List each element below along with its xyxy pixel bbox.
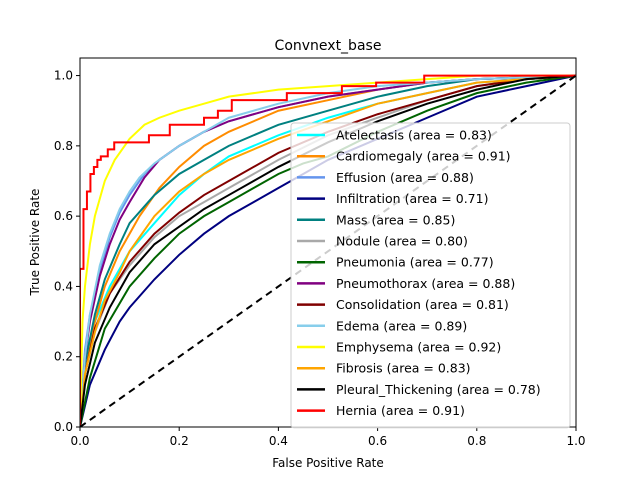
chart-title: Convnext_base [275,38,382,54]
roc-curve-3 [80,74,576,427]
y-tick-label: 0.0 [54,420,73,434]
legend-entry-12: Pleural_Thickening (area = 0.78) [336,382,541,397]
x-axis: 0.0 0.2 0.4 0.6 0.8 1.0 [70,427,586,448]
legend-entry-0: Atelectasis (area = 0.83) [336,128,492,143]
roc-curve-12 [80,74,576,427]
y-tick-label: 0.8 [54,139,73,153]
roc-curve-6 [80,74,576,427]
legend-entry-8: Consolidation (area = 0.81) [336,297,509,312]
roc-curve-4 [80,74,576,427]
y-tick-label: 0.6 [54,209,73,223]
x-axis-label: False Positive Rate [272,456,384,470]
legend-box [290,122,571,429]
legend: Atelectasis (area = 0.83) Cardiomegaly (a… [290,122,571,429]
legend-entry-1: Cardiomegaly (area = 0.91) [336,149,511,164]
x-tick-label: 0.6 [368,434,387,448]
roc-curve-9 [80,74,576,427]
legend-entry-9: Edema (area = 0.89) [336,318,467,333]
x-tick-label: 0.0 [70,434,89,448]
legend-entry-3: Infiltration (area = 0.71) [336,191,488,206]
x-tick-label: 0.8 [467,434,486,448]
legend-entry-11: Fibrosis (area = 0.83) [336,361,471,376]
y-axis-label: True Positive Rate [28,189,42,297]
y-tick-label: 1.0 [54,69,73,83]
legend-entry-5: Nodule (area = 0.80) [336,234,468,249]
x-tick-label: 0.2 [170,434,189,448]
legend-entry-7: Pneumothorax (area = 0.88) [336,276,515,291]
y-axis: 0.0 0.2 0.4 0.6 0.8 1.0 [54,69,80,434]
y-tick-label: 0.2 [54,350,73,364]
roc-curve-11 [80,74,576,427]
legend-entry-4: Mass (area = 0.85) [336,212,455,227]
x-tick-label: 1.0 [566,434,585,448]
legend-entry-6: Pneumonia (area = 0.77) [336,255,494,270]
legend-entry-10: Emphysema (area = 0.92) [336,340,501,355]
legend-entry-13: Hernia (area = 0.91) [336,403,465,418]
x-tick-label: 0.4 [269,434,288,448]
y-tick-label: 0.4 [54,279,73,293]
legend-entry-2: Effusion (area = 0.88) [336,170,474,185]
roc-curve-13 [80,74,576,427]
